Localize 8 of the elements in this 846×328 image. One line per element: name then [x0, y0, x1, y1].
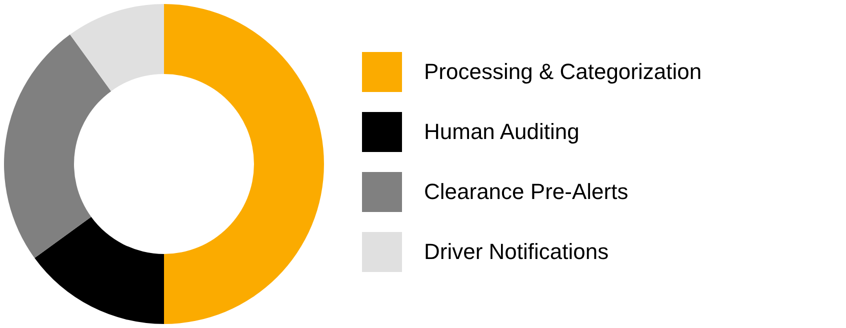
donut-slice	[164, 4, 324, 324]
legend-label: Driver Notifications	[424, 239, 609, 264]
donut-slice	[70, 4, 164, 92]
donut-slice	[4, 34, 112, 258]
legend-label: Human Auditing	[424, 119, 580, 144]
donut-slice	[34, 216, 164, 324]
legend-label: Clearance Pre-Alerts	[424, 179, 628, 204]
legend-label: Processing & Categorization	[424, 59, 702, 84]
